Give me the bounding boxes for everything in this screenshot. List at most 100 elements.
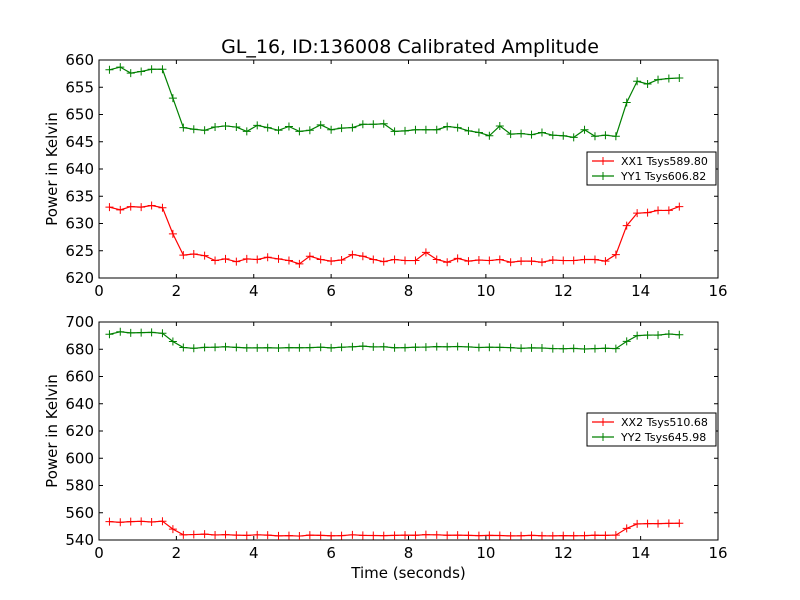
data-point	[284, 256, 293, 265]
data-point	[189, 344, 198, 353]
data-point	[379, 119, 388, 128]
data-point	[147, 201, 156, 210]
data-point	[474, 343, 483, 352]
data-point	[232, 531, 241, 540]
data-point	[137, 203, 146, 212]
data-point	[295, 343, 304, 352]
data-point	[559, 344, 568, 353]
data-point	[105, 330, 114, 339]
data-point	[633, 331, 642, 340]
x-tick-label: 14	[631, 544, 650, 562]
data-point	[537, 531, 546, 540]
data-point	[559, 131, 568, 140]
data-point	[464, 126, 473, 135]
data-point	[654, 75, 663, 84]
top-plot: 0 2 4 6 8 10 12 14 16 620 625 630 635 640 645 650 655 660…	[43, 51, 728, 300]
data-point	[559, 256, 568, 265]
data-point	[580, 255, 589, 264]
data-point	[337, 531, 346, 540]
data-point	[569, 344, 578, 353]
y-tick-label: 645	[65, 133, 94, 151]
data-point	[633, 209, 642, 218]
data-point	[548, 344, 557, 353]
data-point	[189, 250, 198, 259]
y-tick-label: 660	[65, 51, 94, 69]
data-point	[263, 531, 272, 540]
data-point	[506, 531, 515, 540]
x-tick-label: 12	[554, 282, 573, 300]
data-point	[643, 208, 652, 217]
data-point	[464, 257, 473, 266]
y-tick-label: 620	[65, 269, 94, 287]
data-point	[633, 519, 642, 528]
data-point	[179, 343, 188, 352]
data-point	[517, 344, 526, 353]
data-point	[474, 531, 483, 540]
data-point	[316, 531, 325, 540]
data-point	[611, 132, 620, 141]
data-point	[506, 343, 515, 352]
data-point	[411, 531, 420, 540]
legend: XX2 Tsys510.68 YY2 Tsys645.98	[586, 412, 717, 447]
data-point	[664, 74, 673, 83]
data-point	[401, 343, 410, 352]
data-point	[411, 256, 420, 265]
data-point	[200, 530, 209, 539]
data-point	[495, 121, 504, 130]
data-point	[611, 531, 620, 540]
legend-marker	[599, 418, 607, 426]
data-point	[327, 125, 336, 134]
data-point	[506, 258, 515, 267]
data-point	[453, 123, 462, 132]
data-point	[421, 248, 430, 257]
data-point	[559, 531, 568, 540]
legend-entry-label: XX2 Tsys510.68	[621, 416, 708, 429]
data-point	[485, 531, 494, 540]
x-tick-label: 8	[404, 282, 414, 300]
data-point	[348, 530, 357, 539]
data-point	[316, 120, 325, 129]
x-tick-label: 4	[249, 544, 259, 562]
data-point	[527, 343, 536, 352]
data-point	[337, 124, 346, 133]
data-point	[105, 65, 114, 74]
data-point	[464, 342, 473, 351]
data-point	[137, 67, 146, 76]
data-point	[664, 206, 673, 215]
data-point	[432, 255, 441, 264]
data-point	[517, 531, 526, 540]
data-point	[369, 531, 378, 540]
y-tick-label: 660	[65, 368, 94, 386]
data-point	[179, 123, 188, 132]
data-point	[643, 519, 652, 528]
y-tick-label: 620	[65, 422, 94, 440]
data-point	[611, 344, 620, 353]
data-point	[421, 530, 430, 539]
data-point	[453, 531, 462, 540]
legend-marker	[599, 433, 607, 441]
legend-box	[586, 412, 717, 447]
data-point	[305, 343, 314, 352]
data-point	[274, 531, 283, 540]
data-point	[527, 257, 536, 266]
data-point	[421, 125, 430, 134]
data-point	[158, 329, 167, 338]
data-point	[179, 251, 188, 260]
y-tick-label: 655	[65, 78, 94, 96]
data-point	[158, 65, 167, 74]
data-point	[580, 531, 589, 540]
legend-entry-label: YY1 Tsys606.82	[620, 170, 706, 183]
data-point	[105, 517, 114, 526]
x-tick-label: 0	[94, 544, 104, 562]
data-point	[464, 531, 473, 540]
data-point	[401, 126, 410, 135]
data-point	[147, 65, 156, 74]
data-point	[147, 518, 156, 527]
data-point	[116, 205, 125, 214]
data-point	[590, 255, 599, 264]
data-point	[474, 256, 483, 265]
data-point	[137, 517, 146, 526]
data-point	[327, 257, 336, 266]
data-point	[548, 131, 557, 140]
